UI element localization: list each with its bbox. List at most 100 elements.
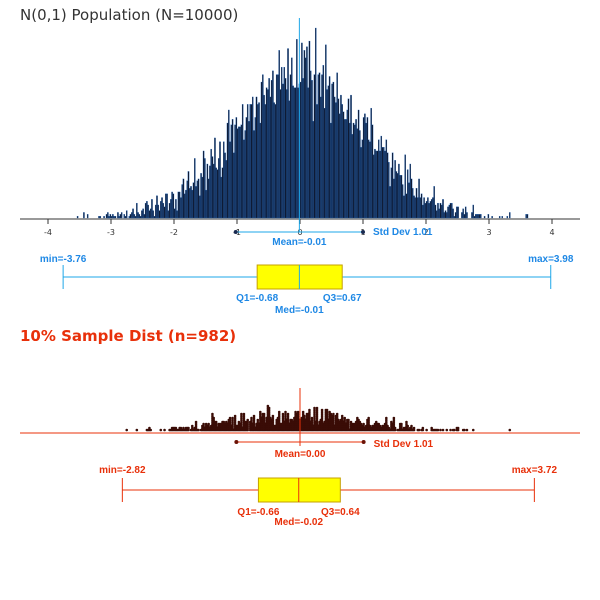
histogram-dot [252,418,256,422]
histogram-dot [286,418,290,422]
histogram-dot [392,424,396,428]
histogram-dot [259,412,262,416]
sample-q1-label: Q1=-0.66 [237,507,279,518]
histogram-bar [249,104,251,219]
histogram-bar [105,214,108,219]
histogram-bar [131,212,133,219]
histogram-dot [233,414,237,418]
histogram-bar [393,178,395,219]
histogram-dot [320,418,324,422]
histogram-dot [204,422,208,426]
histogram-dot [417,428,421,432]
sample-max-label: max=3.72 [512,465,558,476]
histogram-dot [262,412,266,416]
histogram-bar [345,119,347,219]
histogram-bar [349,122,351,219]
histogram-bar [284,78,287,219]
histogram-bar [380,135,383,219]
histogram-bar [160,201,162,219]
histogram-bar [332,81,335,219]
histogram-bar [383,147,385,219]
histogram-bar [472,204,475,219]
histogram-bar [452,208,454,219]
histogram-bar [414,197,417,219]
sample-panel: 10% Sample Dist (n=982) Std Dev 1.01 Mea… [20,327,580,528]
histogram-dot [194,420,198,424]
sample-median-label: Med=-0.02 [274,517,323,528]
histogram-dot [386,424,389,428]
histogram-dot [259,410,262,414]
histogram-bar [454,212,457,219]
histogram-bar [262,74,264,219]
x-tick-label: -3 [107,228,115,237]
histogram-dot [313,408,316,412]
histogram-dot [313,406,316,410]
histogram-bar [183,193,186,219]
sample-title: 10% Sample Dist (n=982) [20,327,236,345]
histogram-dot [400,422,403,426]
histogram-bar [422,204,424,219]
histogram-bar [161,197,163,219]
histogram-dot [267,408,271,412]
histogram-dot [281,412,285,416]
histogram-bar [153,216,156,219]
histogram-dot [315,410,319,414]
histogram-bar [171,191,173,219]
population-mean-label: Mean=-0.01 [272,237,327,248]
histogram-dot [277,420,281,424]
histogram-dot [463,428,466,432]
histogram-dot [277,414,281,418]
histogram-bar [219,141,221,219]
histogram-dot [246,428,250,432]
histogram-bar [330,122,332,219]
histogram-bar [154,204,157,219]
histogram-dot [301,410,305,414]
histogram-dot [325,410,329,414]
histogram-bar [337,98,340,219]
histogram-bar [371,124,374,219]
histogram-bar [453,216,456,219]
histogram-dot [325,416,329,420]
histogram-dot [356,416,359,420]
histogram-dot [252,414,256,418]
histogram-bar [430,199,433,219]
histogram-dot [308,410,311,414]
histogram-bar [432,197,434,219]
histogram-dot [421,428,425,432]
histogram-bar [191,189,194,219]
histogram-bar [478,214,481,219]
histogram-bar [132,208,134,219]
histogram-bar [338,113,341,219]
histogram-bar [235,117,238,219]
histogram-bar [413,195,415,219]
histogram-bar [357,109,360,219]
histogram-bar [178,191,181,219]
histogram-dot [343,416,347,420]
histogram-bar [509,212,511,219]
histogram-dot [347,418,350,422]
histogram-bar [311,80,313,219]
histogram-bar [365,122,367,219]
histogram-bar [181,184,183,219]
histogram-bar [473,216,476,219]
histogram-dot [343,420,347,424]
histogram-dot [242,414,246,418]
histogram-dot [250,416,253,420]
histogram-bar [123,214,125,219]
histogram-dot [320,414,324,418]
histogram-dot [267,412,271,416]
histogram-bar [476,214,478,219]
histogram-dot [362,422,365,426]
histogram-bar [308,40,311,219]
histogram-dot [332,420,335,424]
histogram-bar [297,87,299,219]
histogram-bar [356,128,359,219]
histogram-dot [197,428,200,432]
histogram-bar [119,214,122,219]
histogram-bar [170,199,172,219]
histogram-bar [437,202,439,219]
histogram-dot [231,422,234,426]
histogram-bar [384,150,386,219]
histogram-bar [186,180,188,219]
histogram-dot [214,422,218,426]
